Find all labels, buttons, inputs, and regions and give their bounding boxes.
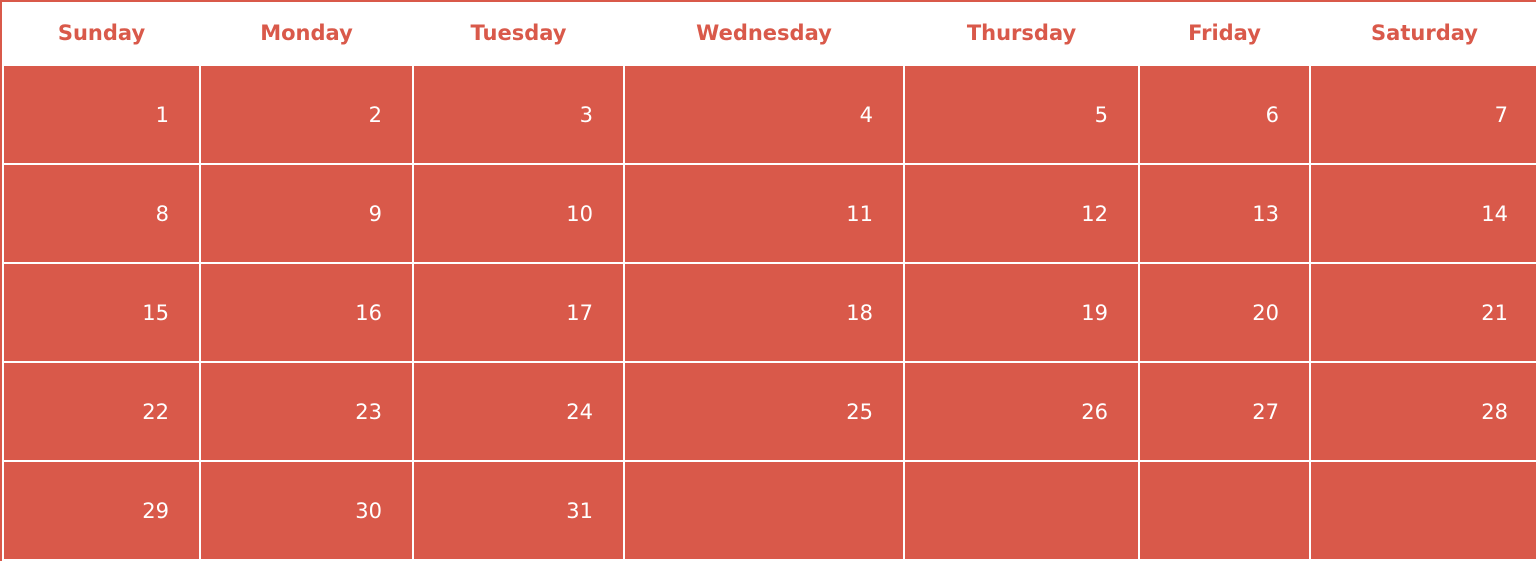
day-cell[interactable]: 13 (1140, 165, 1309, 262)
day-number: 19 (1081, 300, 1108, 325)
day-number: 27 (1252, 399, 1279, 424)
day-cell[interactable]: 10 (414, 165, 623, 262)
day-number: 13 (1252, 201, 1279, 226)
day-cell[interactable]: 6 (1140, 66, 1309, 163)
day-cell-empty (1140, 462, 1309, 559)
day-cell[interactable]: 15 (4, 264, 199, 361)
day-number: 6 (1265, 102, 1279, 127)
day-number: 5 (1094, 102, 1108, 127)
day-cell[interactable]: 2 (201, 66, 412, 163)
day-cell[interactable]: 20 (1140, 264, 1309, 361)
day-number: 4 (859, 102, 873, 127)
day-number: 20 (1252, 300, 1279, 325)
weekday-header-tuesday: Tuesday (414, 2, 623, 64)
day-number: 12 (1081, 201, 1108, 226)
day-cell[interactable]: 22 (4, 363, 199, 460)
day-cell[interactable]: 23 (201, 363, 412, 460)
day-cell[interactable]: 19 (905, 264, 1138, 361)
day-cell[interactable]: 14 (1311, 165, 1536, 262)
day-number: 17 (566, 300, 593, 325)
day-number: 7 (1494, 102, 1508, 127)
day-cell[interactable]: 11 (625, 165, 903, 262)
day-cell[interactable]: 7 (1311, 66, 1536, 163)
day-cell[interactable]: 21 (1311, 264, 1536, 361)
day-cell[interactable]: 1 (4, 66, 199, 163)
day-cell[interactable]: 31 (414, 462, 623, 559)
day-cell[interactable]: 29 (4, 462, 199, 559)
day-number: 31 (566, 498, 593, 523)
day-number: 29 (142, 498, 169, 523)
day-number: 2 (368, 102, 382, 127)
weekday-header-wednesday: Wednesday (625, 2, 903, 64)
day-cell-empty (1311, 462, 1536, 559)
day-number: 26 (1081, 399, 1108, 424)
day-number: 22 (142, 399, 169, 424)
day-number: 23 (355, 399, 382, 424)
weekday-header-friday: Friday (1140, 2, 1309, 64)
day-number: 16 (355, 300, 382, 325)
weekday-header-thursday: Thursday (905, 2, 1138, 64)
day-number: 8 (155, 201, 169, 226)
day-cell-empty (625, 462, 903, 559)
day-number: 18 (846, 300, 873, 325)
day-cell[interactable]: 3 (414, 66, 623, 163)
weekday-header-saturday: Saturday (1311, 2, 1536, 64)
day-number: 25 (846, 399, 873, 424)
day-cell-empty (905, 462, 1138, 559)
day-cell[interactable]: 5 (905, 66, 1138, 163)
day-cell[interactable]: 25 (625, 363, 903, 460)
day-cell[interactable]: 17 (414, 264, 623, 361)
day-number: 15 (142, 300, 169, 325)
day-number: 3 (579, 102, 593, 127)
day-number: 11 (846, 201, 873, 226)
weekday-header-sunday: Sunday (4, 2, 199, 64)
day-number: 24 (566, 399, 593, 424)
day-number: 14 (1481, 201, 1508, 226)
day-number: 30 (355, 498, 382, 523)
day-cell[interactable]: 9 (201, 165, 412, 262)
day-cell[interactable]: 30 (201, 462, 412, 559)
day-cell[interactable]: 4 (625, 66, 903, 163)
day-cell[interactable]: 27 (1140, 363, 1309, 460)
day-number: 9 (368, 201, 382, 226)
day-cell[interactable]: 18 (625, 264, 903, 361)
day-number: 10 (566, 201, 593, 226)
day-cell[interactable]: 28 (1311, 363, 1536, 460)
day-number: 21 (1481, 300, 1508, 325)
day-cell[interactable]: 24 (414, 363, 623, 460)
weekday-header-monday: Monday (201, 2, 412, 64)
day-number: 1 (155, 102, 169, 127)
day-cell[interactable]: 26 (905, 363, 1138, 460)
day-cell[interactable]: 8 (4, 165, 199, 262)
day-number: 28 (1481, 399, 1508, 424)
day-cell[interactable]: 16 (201, 264, 412, 361)
day-cell[interactable]: 12 (905, 165, 1138, 262)
